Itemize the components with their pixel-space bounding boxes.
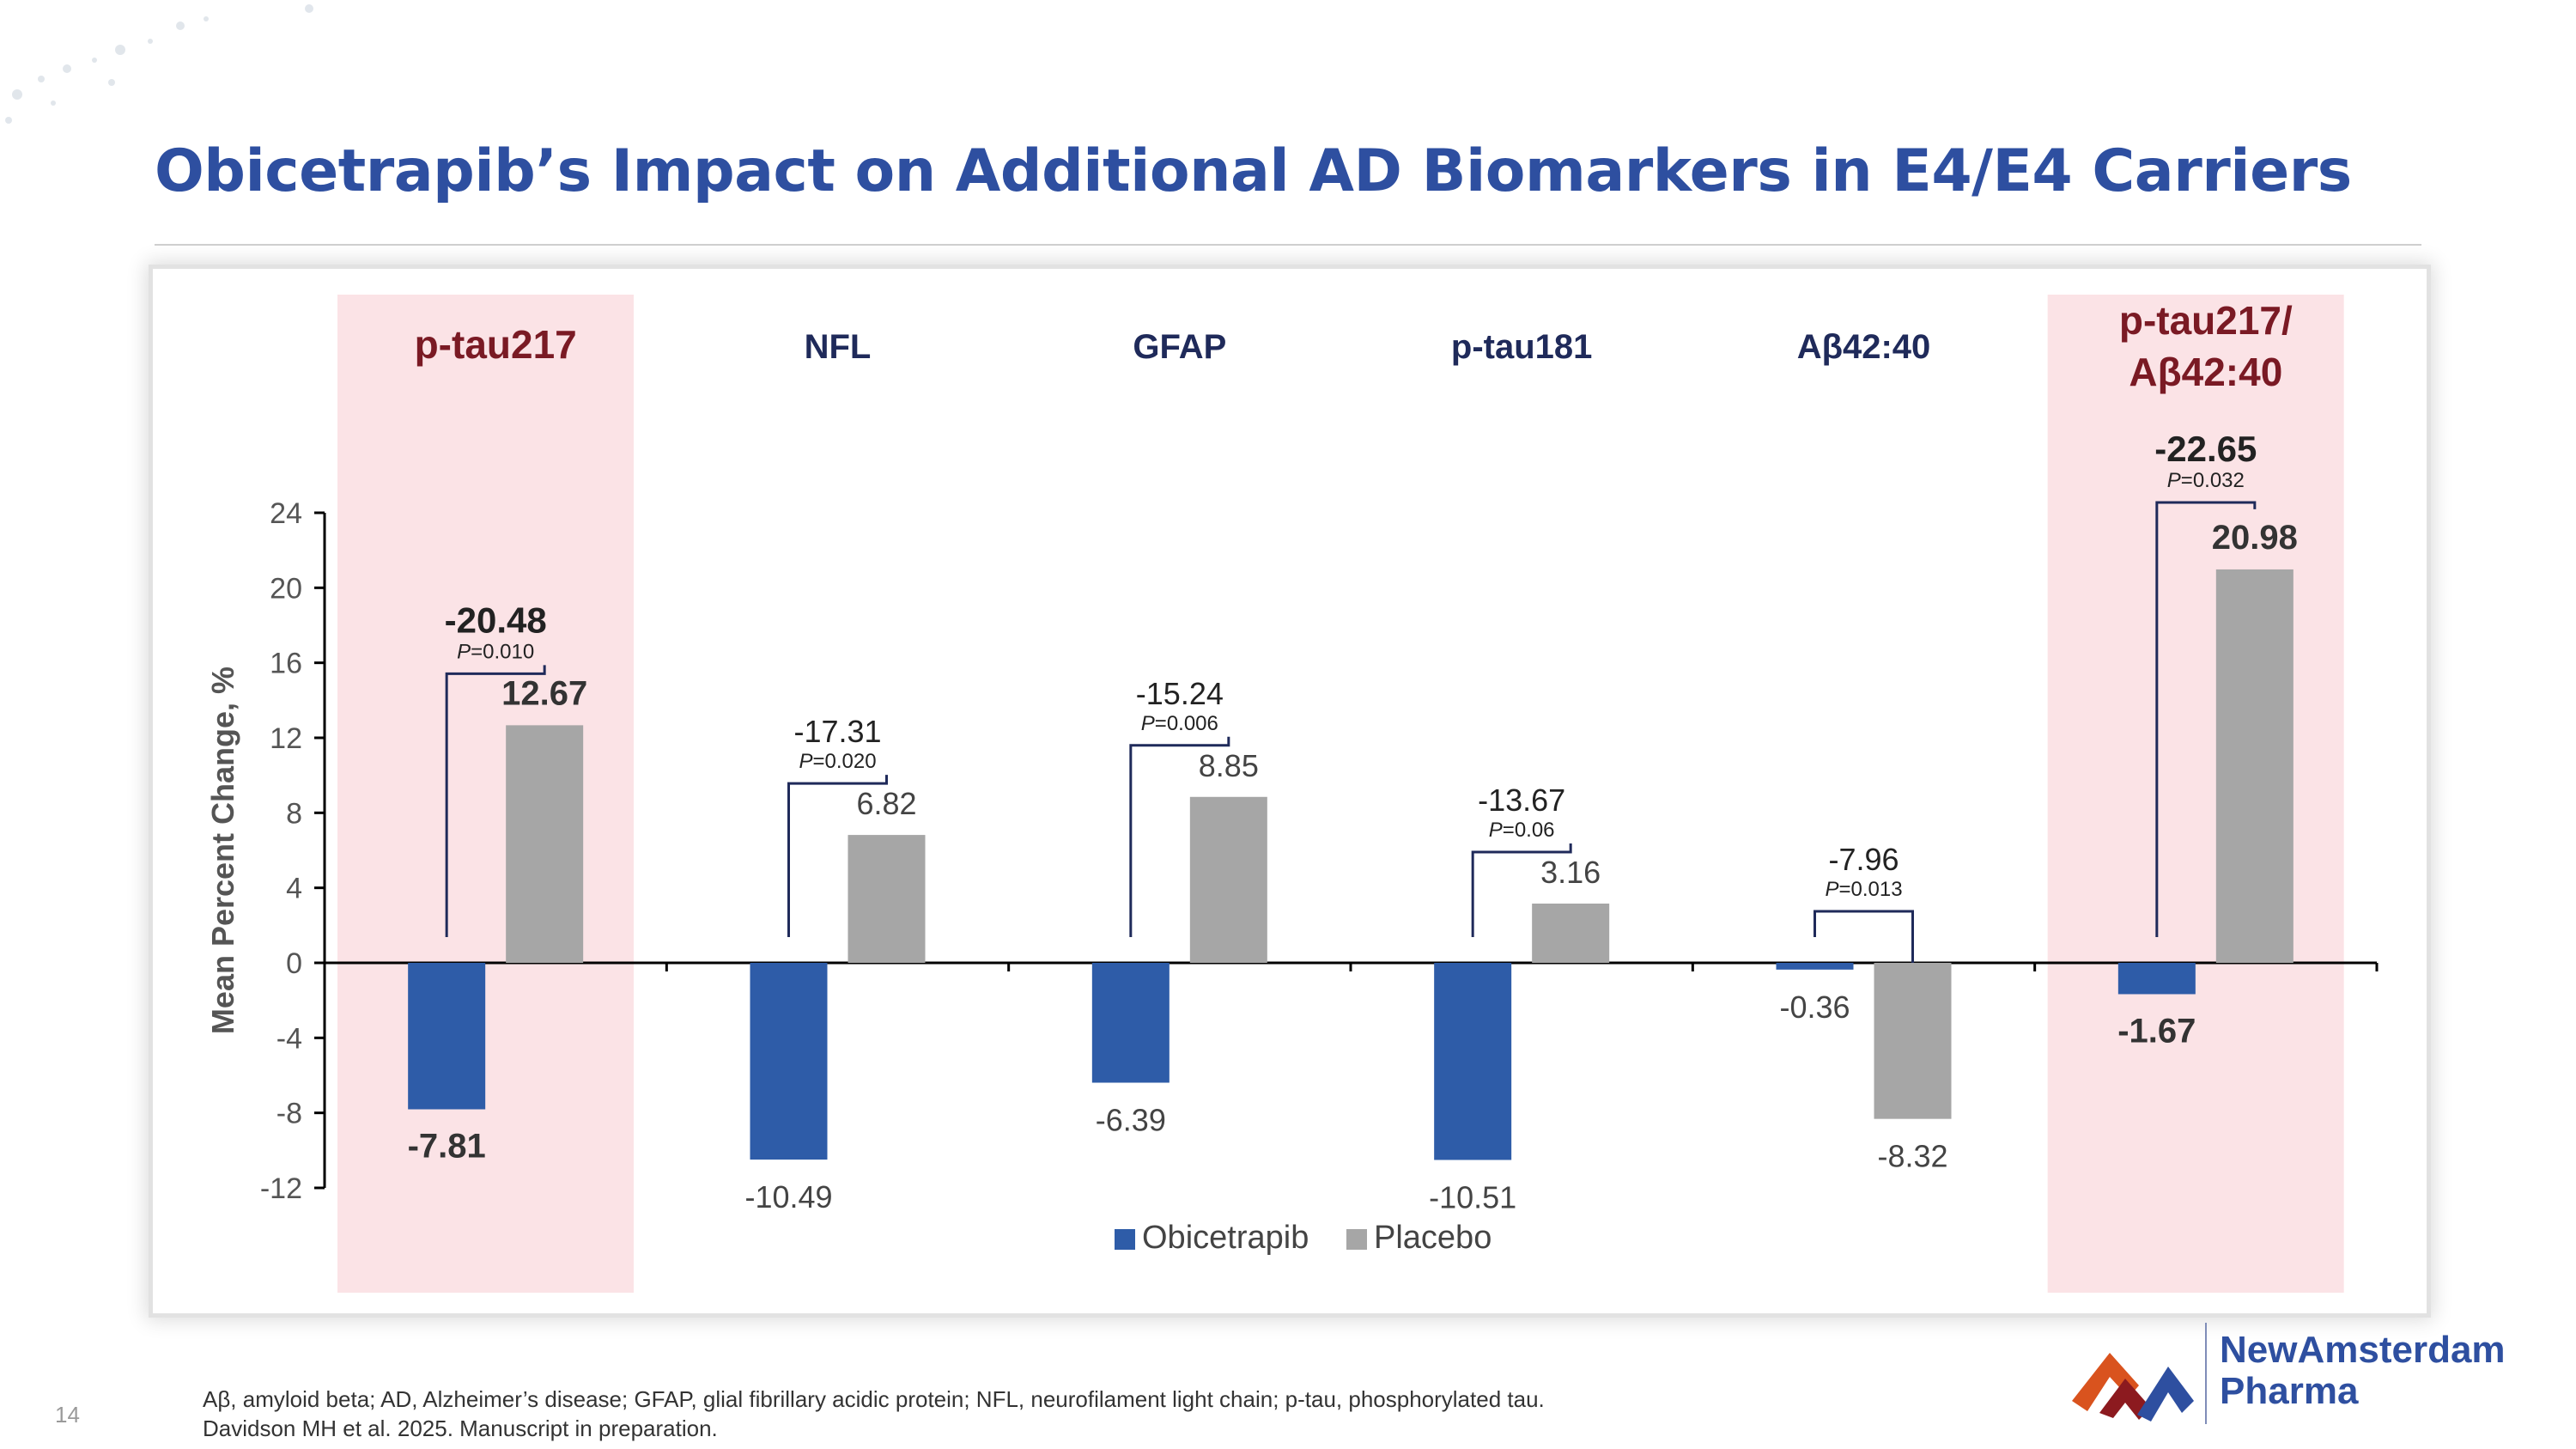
bar-obicetrapib [2117, 963, 2196, 995]
value-label-placebo: 20.98 [2212, 519, 2298, 557]
bar-placebo [1874, 963, 1952, 1119]
y-tick-label: 20 [270, 572, 302, 605]
y-tick-label: -12 [260, 1172, 302, 1205]
legend-label-placebo: Placebo [1374, 1220, 1492, 1256]
category-label: GFAP [1133, 328, 1226, 366]
footnote-abbreviations: Aβ, amyloid beta; AD, Alzheimer’s diseas… [203, 1386, 1545, 1412]
logo-mark-orange [2072, 1353, 2139, 1411]
category-label: p-tau217 [415, 322, 577, 367]
difference-bracket [787, 775, 888, 937]
background-dots-decoration [5, 4, 313, 124]
category-label: Aβ42:40 [1797, 328, 1931, 366]
value-label-placebo: -8.32 [1877, 1139, 1947, 1174]
logo-line-1: NewAmsterdam [2220, 1329, 2506, 1371]
bar-obicetrapib [1776, 963, 1854, 970]
logo-separator [2205, 1323, 2207, 1424]
bar-placebo [1189, 796, 1267, 963]
y-tick-label: 4 [286, 873, 302, 905]
biomarker-bar-chart: 24 20 16 12 8 4 0 -4 -8 -12 Mean Percent Change, %… [205, 295, 2379, 1293]
bar-obicetrapib [408, 963, 486, 1110]
legend-swatch-obicetrapib [1115, 1229, 1135, 1250]
value-label-obicetrapib: -0.36 [1779, 989, 1850, 1025]
page-title: Obicetrapib’s Impact on Additional AD Bi… [155, 137, 2352, 205]
logo-wordmark: NewAmsterdam Pharma [2220, 1330, 2506, 1412]
value-label-obicetrapib: -7.81 [408, 1128, 486, 1166]
value-label-placebo: 6.82 [856, 786, 916, 821]
y-tick-label: -8 [276, 1098, 302, 1130]
value-label-placebo: 12.67 [501, 674, 587, 712]
highlight-band-0 [337, 295, 634, 1293]
difference-bracket [2155, 501, 2257, 937]
y-tick-label: 0 [286, 947, 302, 980]
bar-obicetrapib [1434, 963, 1512, 1160]
category-label: Aβ42:40 [2129, 350, 2282, 394]
difference-bracket [445, 665, 546, 937]
difference-label: -22.65 [2154, 429, 2257, 469]
difference-label: -20.48 [445, 600, 547, 640]
bar-placebo [1532, 904, 1610, 963]
page-number: 14 [55, 1402, 80, 1428]
bar-obicetrapib [1091, 963, 1170, 1083]
legend-swatch-placebo [1346, 1229, 1367, 1250]
value-label-obicetrapib: -6.39 [1096, 1103, 1166, 1138]
newamsterdam-logo-icon [2072, 1353, 2194, 1422]
difference-bracket [1814, 910, 1914, 963]
difference-bracket [1129, 736, 1230, 937]
difference-bracket [1471, 843, 1572, 937]
title-divider [155, 244, 2421, 246]
difference-label: -15.24 [1136, 676, 1224, 711]
p-value-label: P=0.032 [2167, 469, 2245, 492]
logo-mark-blue [2137, 1367, 2194, 1422]
category-label: p-tau217/ [2119, 298, 2293, 343]
y-tick-label: 16 [270, 648, 302, 680]
p-value-label: P=0.06 [1489, 819, 1555, 842]
bar-placebo [2215, 569, 2293, 963]
y-tick-label: 12 [270, 722, 302, 755]
footnote-reference: Davidson MH et al. 2025. Manuscript in p… [203, 1416, 718, 1441]
y-tick-label: 8 [286, 797, 302, 830]
p-value-label: P=0.013 [1825, 878, 1902, 901]
value-label-obicetrapib: -10.49 [744, 1179, 832, 1215]
difference-label: -7.96 [1828, 842, 1899, 877]
bar-placebo [506, 725, 584, 963]
p-value-label: P=0.020 [799, 750, 876, 773]
category-label: p-tau181 [1451, 328, 1593, 366]
bar-placebo [848, 835, 926, 963]
legend-label-obicetrapib: Obicetrapib [1142, 1220, 1309, 1256]
p-value-label: P=0.006 [1141, 712, 1218, 735]
category-label: NFL [805, 328, 872, 366]
highlight-band-5 [2047, 295, 2344, 1293]
value-label-obicetrapib: -10.51 [1429, 1179, 1516, 1215]
difference-label: -13.67 [1478, 782, 1565, 818]
difference-label: -17.31 [793, 714, 881, 749]
y-tick-label: -4 [276, 1022, 302, 1055]
value-label-placebo: 8.85 [1199, 748, 1259, 783]
bar-obicetrapib [750, 963, 828, 1160]
y-tick-label: 24 [270, 497, 302, 530]
chart-panel: 24 20 16 12 8 4 0 -4 -8 -12 Mean Percent Change, %… [153, 269, 2427, 1313]
y-axis-title: Mean Percent Change, % [205, 667, 240, 1034]
p-value-label: P=0.010 [457, 640, 534, 663]
footnote: Aβ, amyloid beta; AD, Alzheimer’s diseas… [203, 1385, 1545, 1443]
value-label-placebo: 3.16 [1540, 855, 1601, 890]
logo-mark-red [2099, 1379, 2151, 1420]
logo-line-2: Pharma [2220, 1370, 2359, 1412]
value-label-obicetrapib: -1.67 [2117, 1012, 2196, 1050]
